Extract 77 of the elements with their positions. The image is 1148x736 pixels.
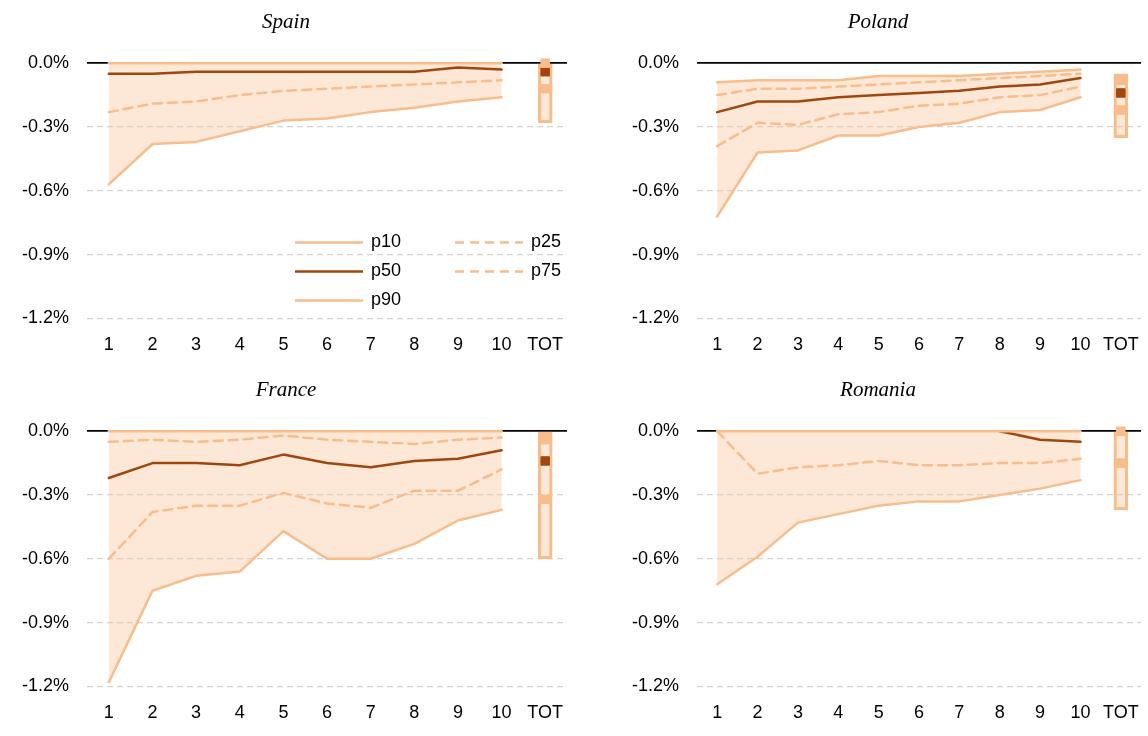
y-tick-label: 0.0% xyxy=(27,420,70,441)
y-tick-label: 0.0% xyxy=(27,52,70,73)
x-tick-label: 4 xyxy=(234,334,245,355)
legend-label: p50 xyxy=(371,260,402,281)
x-tick-label: 10 xyxy=(1070,334,1091,355)
y-tick-label: -0.6% xyxy=(631,547,680,568)
x-tick-label: 2 xyxy=(752,702,763,723)
y-tick-label: 0.0% xyxy=(637,52,680,73)
x-tick-label: 2 xyxy=(147,334,158,355)
y-tick-label: -0.9% xyxy=(21,611,70,632)
line-series xyxy=(107,434,503,446)
x-tick-label: 8 xyxy=(409,702,420,723)
legend-label: p25 xyxy=(531,231,562,252)
y-tick-label: -0.9% xyxy=(21,243,70,264)
chart-title: Spain xyxy=(262,9,310,34)
x-tick-label: 5 xyxy=(278,702,289,723)
x-tick-label: 10 xyxy=(491,702,512,723)
x-tick-label: 1 xyxy=(712,334,723,355)
x-tick-label: 1 xyxy=(103,334,114,355)
y-tick-label: -0.3% xyxy=(21,483,70,504)
x-tick-label: TOT xyxy=(1102,702,1139,723)
y-tick-label: -1.2% xyxy=(21,307,70,328)
x-tick-label: 3 xyxy=(792,334,803,355)
x-tick-label: 8 xyxy=(409,334,420,355)
y-tick-label: -0.3% xyxy=(631,483,680,504)
chart-title: France xyxy=(254,377,317,402)
legend-label: p75 xyxy=(531,260,562,281)
x-tick-label: 9 xyxy=(452,702,463,723)
x-tick-label: 10 xyxy=(491,334,512,355)
x-tick-label: 10 xyxy=(1070,702,1091,723)
x-tick-label: 5 xyxy=(278,334,289,355)
x-tick-label: 2 xyxy=(752,334,763,355)
y-tick-label: -0.3% xyxy=(631,115,680,136)
x-tick-label: 9 xyxy=(452,334,463,355)
x-tick-label: 9 xyxy=(1035,702,1046,723)
x-tick-label: 6 xyxy=(914,334,925,355)
x-tick-label: 1 xyxy=(103,702,114,723)
legend-label: p90 xyxy=(371,289,402,310)
y-tick-label: -0.3% xyxy=(21,115,70,136)
x-tick-label: 3 xyxy=(792,702,803,723)
x-tick-label: 4 xyxy=(833,334,844,355)
x-tick-label: 4 xyxy=(234,702,245,723)
x-tick-label: 5 xyxy=(873,334,884,355)
y-tick-label: -0.6% xyxy=(631,179,680,200)
line-series xyxy=(715,72,1082,97)
x-tick-label: 5 xyxy=(873,702,884,723)
x-tick-label: 4 xyxy=(833,702,844,723)
x-tick-label: 7 xyxy=(365,334,376,355)
y-tick-label: -1.2% xyxy=(631,307,680,328)
x-tick-label: 8 xyxy=(994,702,1005,723)
y-tick-label: -1.2% xyxy=(21,675,70,696)
x-tick-label: 6 xyxy=(322,702,333,723)
y-tick-label: -0.9% xyxy=(631,243,680,264)
x-tick-label: 2 xyxy=(147,702,158,723)
y-tick-label: -0.9% xyxy=(631,611,680,632)
x-tick-label: 7 xyxy=(365,702,376,723)
y-tick-label: -0.6% xyxy=(21,547,70,568)
x-tick-label: 6 xyxy=(322,334,333,355)
x-tick-label: 8 xyxy=(994,334,1005,355)
x-tick-label: 3 xyxy=(191,334,202,355)
chart-title: Romania xyxy=(839,377,916,402)
chart-title: Poland xyxy=(846,9,909,34)
x-tick-label: TOT xyxy=(1102,334,1139,355)
line-series xyxy=(107,78,503,114)
y-tick-label: -0.6% xyxy=(21,179,70,200)
x-tick-label: 7 xyxy=(954,702,965,723)
x-tick-label: TOT xyxy=(527,334,564,355)
x-tick-label: 7 xyxy=(954,334,965,355)
y-tick-label: 0.0% xyxy=(637,420,680,441)
x-tick-label: 6 xyxy=(914,702,925,723)
x-tick-label: TOT xyxy=(527,702,564,723)
x-tick-label: 1 xyxy=(712,702,723,723)
y-tick-label: -1.2% xyxy=(631,675,680,696)
line-series xyxy=(107,468,503,561)
x-tick-label: 9 xyxy=(1035,334,1046,355)
x-tick-label: 3 xyxy=(191,702,202,723)
legend-label: p10 xyxy=(371,231,402,252)
